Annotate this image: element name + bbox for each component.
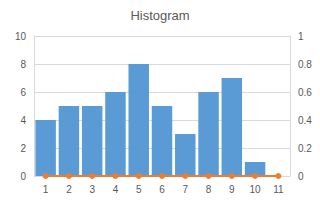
svg-text:8: 8: [206, 184, 212, 195]
svg-text:11: 11: [273, 184, 284, 195]
svg-text:Histogram: Histogram: [130, 8, 189, 23]
svg-text:5: 5: [136, 184, 142, 195]
svg-text:1: 1: [43, 184, 49, 195]
svg-text:6: 6: [159, 184, 165, 195]
svg-text:1: 1: [298, 31, 304, 42]
svg-text:0.4: 0.4: [298, 115, 312, 126]
svg-text:2: 2: [20, 143, 26, 154]
svg-text:0.2: 0.2: [298, 143, 312, 154]
svg-text:0: 0: [20, 171, 26, 182]
svg-text:2: 2: [66, 184, 72, 195]
svg-text:6: 6: [20, 87, 26, 98]
svg-text:9: 9: [229, 184, 235, 195]
svg-text:4: 4: [113, 184, 119, 195]
svg-text:3: 3: [89, 184, 95, 195]
svg-text:4: 4: [20, 115, 26, 126]
svg-text:0.8: 0.8: [298, 59, 312, 70]
svg-text:0.6: 0.6: [298, 87, 312, 98]
svg-text:7: 7: [182, 184, 188, 195]
svg-text:10: 10: [250, 184, 262, 195]
svg-text:8: 8: [20, 59, 26, 70]
svg-text:0: 0: [298, 171, 304, 182]
svg-text:10: 10: [15, 31, 27, 42]
